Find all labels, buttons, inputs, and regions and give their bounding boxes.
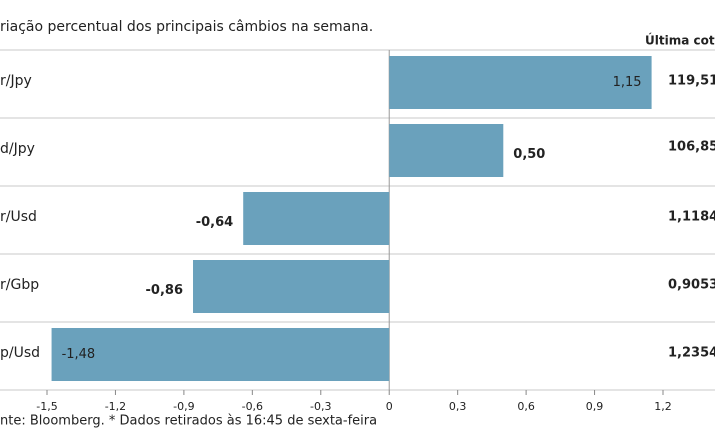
value-label: -0,64 (196, 215, 233, 230)
value-label: -1,48 (62, 347, 96, 362)
value-label: 0,50 (513, 147, 545, 162)
last-quote: 1,1184 (668, 210, 715, 225)
x-tick-label: 0,3 (449, 400, 467, 413)
x-tick-label: -0,9 (173, 400, 194, 413)
value-label: 1,15 (613, 75, 642, 90)
value-label: -0,86 (146, 283, 183, 298)
x-tick-label: -0,3 (310, 400, 331, 413)
category-label: p/Usd (0, 345, 40, 361)
x-tick-label: -1,5 (36, 400, 57, 413)
category-label: r/Gbp (0, 277, 39, 293)
bar (389, 56, 652, 109)
chart-title: riação percentual dos principais câmbios… (0, 19, 373, 35)
source-note: nte: Bloomberg. * Dados retirados às 16:… (0, 414, 377, 429)
last-quote: 119,51 (668, 74, 715, 89)
x-tick-label: 0 (386, 400, 393, 413)
category-label: d/Jpy (0, 141, 35, 157)
category-label: r/Jpy (0, 73, 32, 89)
bar (243, 192, 390, 245)
category-label: r/Usd (0, 209, 37, 225)
last-quote: 106,85 (668, 140, 715, 155)
column-header: Última cotaç (645, 33, 715, 48)
x-tick-label: 0,9 (586, 400, 604, 413)
x-tick-label: -0,6 (242, 400, 263, 413)
x-tick-label: -1,2 (105, 400, 126, 413)
last-quote: 1,2354 (668, 346, 715, 361)
bar (51, 328, 390, 381)
bar (389, 124, 504, 177)
bar (193, 260, 390, 313)
x-tick-label: 0,6 (517, 400, 535, 413)
last-quote: 0,90536 (668, 278, 715, 293)
x-tick-label: 1,2 (654, 400, 672, 413)
